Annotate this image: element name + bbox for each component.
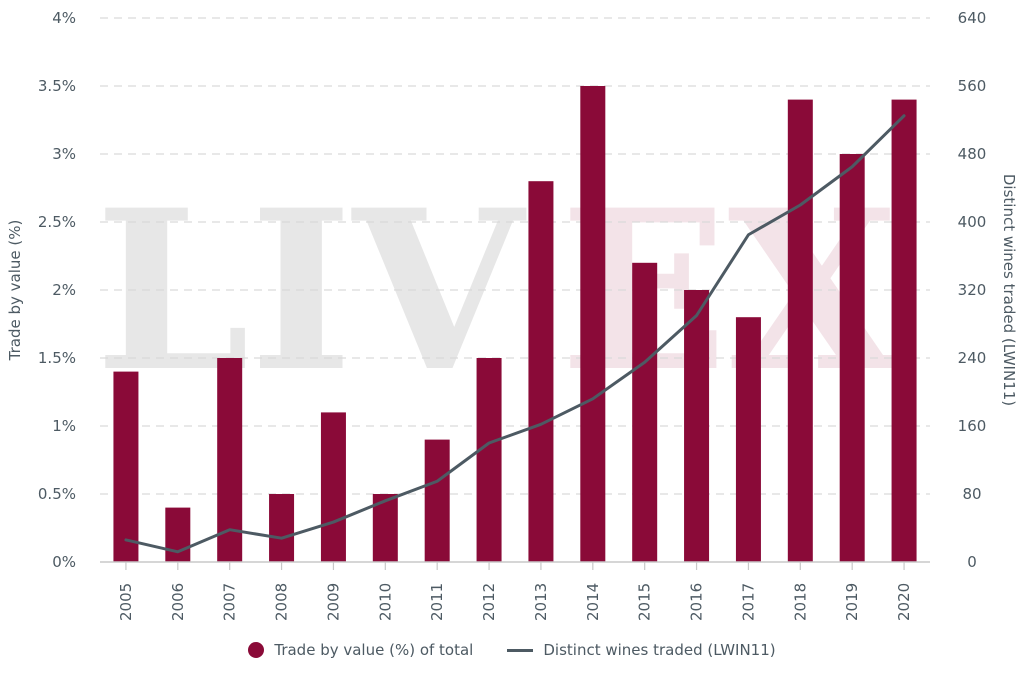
bar-2018 <box>787 99 813 562</box>
bar-2005 <box>113 371 139 562</box>
y-right-tick-label: 240 <box>958 349 987 367</box>
y-right-tick-label: 0 <box>967 553 977 571</box>
y-right-tick-label: 480 <box>958 145 987 163</box>
y-right-tick-label: 640 <box>958 9 987 27</box>
x-tick-label-2005: 2005 <box>117 583 135 621</box>
bar-2020 <box>891 99 917 562</box>
y-right-tick-label: 400 <box>958 213 987 231</box>
bar-2016 <box>684 290 710 562</box>
y-right-tick-label: 80 <box>962 485 981 503</box>
y-right-tick-label: 320 <box>958 281 987 299</box>
x-tick-label-2012: 2012 <box>480 583 498 621</box>
line-series <box>124 114 906 554</box>
axes: 0% 0.5% 1% 1.5% 2% 2.5% 3% 3.5% 4% 0 80 160 240 320 40… <box>6 9 1018 621</box>
bar-2011 <box>424 439 450 562</box>
x-tick-label-2010: 2010 <box>376 583 394 621</box>
legend-bar-label: Trade by value (%) of total <box>274 641 474 659</box>
y-left-tick-label: 0.5% <box>38 485 76 503</box>
y-right-tick-label: 160 <box>958 417 987 435</box>
legend-line-label: Distinct wines traded (LWIN11) <box>543 641 776 659</box>
bar-2007 <box>217 358 243 562</box>
bar-2008 <box>269 494 295 562</box>
x-tick-label-2011: 2011 <box>428 583 446 621</box>
x-tick-label-2008: 2008 <box>273 583 291 621</box>
x-tick-label-2006: 2006 <box>169 583 187 621</box>
bar-2012 <box>476 358 502 562</box>
y-left-tick-label: 0% <box>52 553 76 571</box>
x-tick-label-2020: 2020 <box>895 583 913 621</box>
legend-item-bars[interactable]: Trade by value (%) of total <box>248 641 473 659</box>
x-tick-label-2007: 2007 <box>221 583 239 621</box>
legend-bar-marker <box>248 642 265 658</box>
legend-line-marker <box>507 648 534 652</box>
x-tick-label-2018: 2018 <box>791 583 809 621</box>
series-line-distinct-wines <box>124 114 906 554</box>
x-tick-label-2009: 2009 <box>324 583 342 621</box>
y-left-axis-title: Trade by value (%) <box>6 220 24 362</box>
bar-2014 <box>580 86 606 562</box>
legend-item-line[interactable]: Distinct wines traded (LWIN11) <box>507 641 776 659</box>
y-left-tick-label: 3% <box>52 145 76 163</box>
legend: Trade by value (%) of total Distinct win… <box>0 636 1024 664</box>
y-left-tick-label: 1.5% <box>38 349 76 367</box>
bar-2006 <box>165 507 191 562</box>
y-right-tick-label: 560 <box>958 77 987 95</box>
x-tick-label-2017: 2017 <box>739 583 757 621</box>
y-left-tick-label: 2.5% <box>38 213 76 231</box>
x-tick-label-2014: 2014 <box>584 583 602 621</box>
y-left-tick-label: 2% <box>52 281 76 299</box>
x-tick-label-2015: 2015 <box>636 583 654 621</box>
bar-2009 <box>320 412 346 562</box>
bar-2013 <box>528 181 554 562</box>
y-left-tick-label: 1% <box>52 417 76 435</box>
x-tick-label-2016: 2016 <box>688 583 706 621</box>
bar-series <box>113 86 917 562</box>
y-right-axis-title: Distinct wines traded (LWIN11) <box>1000 174 1018 406</box>
y-left-tick-label: 4% <box>52 9 76 27</box>
y-left-tick-label: 3.5% <box>38 77 76 95</box>
x-tick-label-2019: 2019 <box>843 583 861 621</box>
bar-2015 <box>632 262 658 562</box>
bar-2019 <box>839 154 865 562</box>
bar-2017 <box>735 317 761 562</box>
x-tick-label-2013: 2013 <box>532 583 550 621</box>
